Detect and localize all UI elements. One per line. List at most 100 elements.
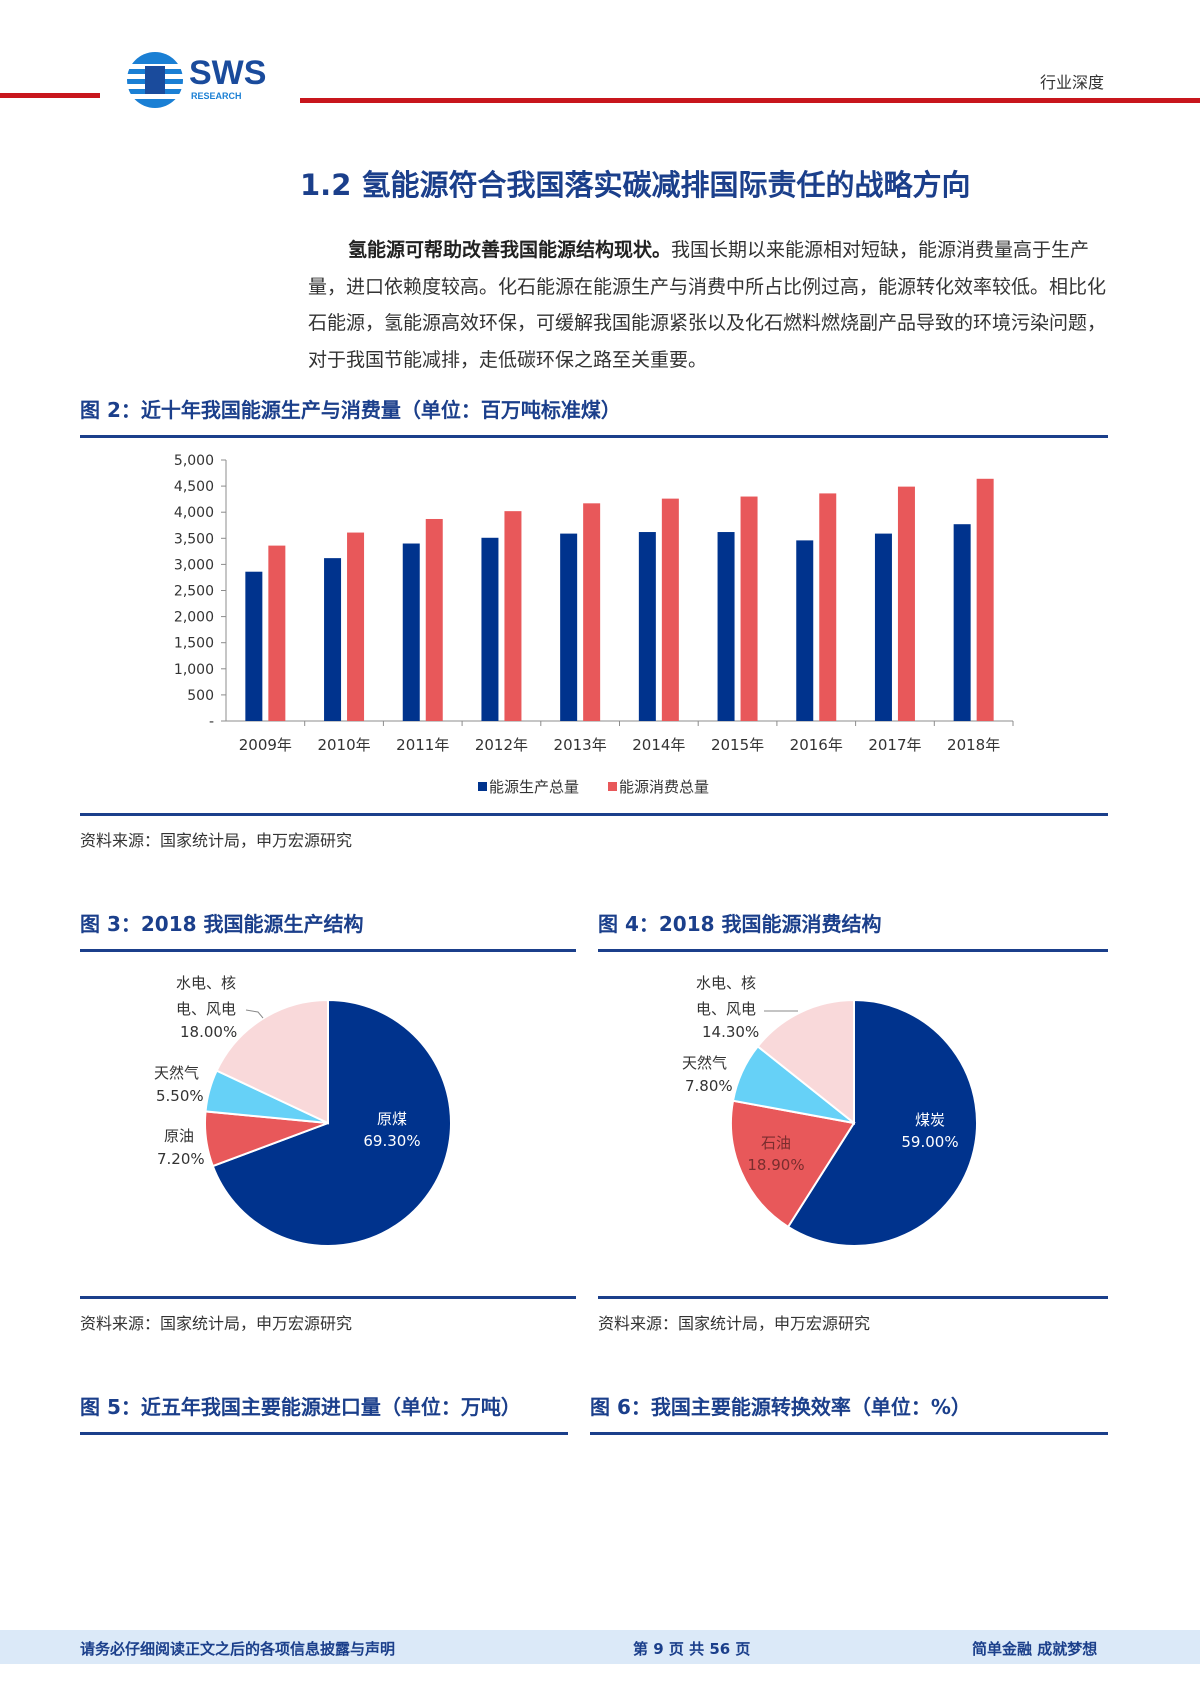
fig2-top-rule: [80, 435, 1108, 438]
fig6-top-rule: [590, 1432, 1108, 1435]
fig6-title: 图 6：我国主要能源转换效率（单位：%）: [590, 1395, 971, 1419]
y-tick-label: 3,000: [174, 557, 214, 573]
fig3-value-gas: 5.50%: [156, 1087, 204, 1105]
legend-swatch: [478, 782, 487, 791]
x-tick-label: 2017年: [868, 736, 921, 754]
fig4-value-coal: 59.00%: [901, 1133, 958, 1151]
logo-subtext: RESEARCH: [191, 91, 242, 101]
fig3-bottom-rule: [80, 1296, 576, 1299]
y-tick-label: 4,500: [174, 479, 214, 495]
header-rule-left: [0, 93, 100, 98]
bar: [953, 524, 971, 721]
footer-disclaimer: 请务必仔细阅读正文之后的各项信息披露与声明: [80, 1640, 396, 1658]
bar: [268, 545, 286, 721]
y-tick-label: 2,500: [174, 584, 214, 600]
fig4-label-hydro-line1: 水电、核: [696, 974, 756, 992]
paragraph-text: 我国长期以来能源相对短缺，能源消费量高于生产量，进口依赖度较高。化石能源在能源生…: [308, 239, 1107, 371]
x-tick-label: 2016年: [790, 736, 843, 754]
fig4-label-oil: 石油: [761, 1134, 791, 1152]
bar: [402, 543, 420, 721]
fig4-label-hydro-line2: 电、风电: [696, 1000, 756, 1018]
fig3-label-oil: 原油: [164, 1127, 194, 1145]
fig2-title: 图 2：近十年我国能源生产与消费量（单位：百万吨标准煤）: [80, 398, 621, 422]
footer-page-number: 第 9 页 共 56 页: [633, 1640, 751, 1658]
bar: [504, 511, 522, 721]
bar: [481, 537, 499, 721]
fig3-pie-slices: [204, 998, 452, 1247]
y-tick-label: -: [209, 714, 214, 730]
pie-slice: [756, 998, 855, 1126]
fig3-value-hydro: 18.00%: [180, 1023, 237, 1041]
header-rule-right: [300, 98, 1200, 103]
fig5-title: 图 5：近五年我国主要能源进口量（单位：万吨）: [80, 1395, 521, 1419]
logo-globe-icon: [127, 52, 183, 108]
y-tick-label: 3,500: [174, 531, 214, 547]
y-tick-label: 4,000: [174, 505, 214, 521]
fig4-value-gas: 7.80%: [685, 1077, 733, 1095]
fig4-pie-slices: [730, 998, 978, 1247]
bar: [425, 518, 443, 721]
legend-swatch: [608, 782, 617, 791]
x-tick-label: 2014年: [632, 736, 685, 754]
bar: [897, 486, 915, 721]
fig4-label-coal: 煤炭: [915, 1111, 945, 1129]
fig3-value-oil: 7.20%: [157, 1150, 205, 1168]
y-tick-label: 1,500: [174, 636, 214, 652]
fig5-top-rule: [80, 1432, 568, 1435]
footer-slogan: 简单金融 成就梦想: [972, 1640, 1098, 1658]
x-tick-label: 2011年: [396, 736, 449, 754]
fig3-label-coal: 原煤: [377, 1110, 407, 1128]
bar: [740, 496, 758, 721]
fig3-top-rule: [80, 949, 576, 952]
fig4-value-hydro: 14.30%: [702, 1023, 759, 1041]
fig3-title: 图 3：2018 我国能源生产结构: [80, 912, 364, 936]
pie-slice: [215, 998, 329, 1125]
bar: [638, 532, 656, 721]
bar: [819, 493, 837, 721]
x-tick-label: 2009年: [239, 736, 292, 754]
y-tick-label: 2,000: [174, 610, 214, 626]
legend-label: 能源消费总量: [619, 778, 709, 796]
fig4-value-oil: 18.90%: [747, 1156, 804, 1174]
bar: [583, 503, 601, 721]
fig3-label-hydro-line1: 水电、核: [176, 974, 236, 992]
x-tick-label: 2010年: [317, 736, 370, 754]
fig4-source: 资料来源：国家统计局，申万宏源研究: [598, 1314, 871, 1333]
paragraph-lead: 氢能源可帮助改善我国能源结构现状。: [348, 239, 672, 261]
bar: [874, 533, 892, 721]
body-paragraph: 氢能源可帮助改善我国能源结构现状。我国长期以来能源相对短缺，能源消费量高于生产量…: [308, 232, 1108, 378]
y-tick-label: 1,000: [174, 662, 214, 678]
fig3-label-gas: 天然气: [154, 1064, 199, 1082]
pie-slice: [211, 998, 452, 1247]
fig4-bottom-rule: [598, 1296, 1108, 1299]
page-footer: 请务必仔细阅读正文之后的各项信息披露与声明 第 9 页 共 56 页 简单金融 …: [0, 1630, 1200, 1664]
x-tick-label: 2018年: [947, 736, 1000, 754]
fig2-source: 资料来源：国家统计局，申万宏源研究: [80, 831, 353, 850]
company-logo: SWS RESEARCH: [125, 50, 295, 110]
bar: [245, 571, 263, 721]
fig3-value-coal: 69.30%: [363, 1132, 420, 1150]
bar: [976, 478, 994, 721]
y-tick-label: 500: [187, 688, 214, 704]
report-type: 行业深度: [1040, 73, 1105, 92]
fig2-bottom-rule: [80, 813, 1108, 816]
fig4-pie-chart: 水电、核 电、风电 14.30% 天然气 7.80% 石油 18.90% 煤炭 …: [682, 974, 978, 1247]
bar: [347, 532, 365, 721]
fig3-source: 资料来源：国家统计局，申万宏源研究: [80, 1314, 353, 1333]
x-tick-label: 2012年: [475, 736, 528, 754]
fig3-pie-chart: 水电、核 电、风电 18.00% 天然气 5.50% 原油 7.20% 原煤 6…: [154, 974, 452, 1247]
x-tick-label: 2013年: [554, 736, 607, 754]
bar: [717, 532, 735, 721]
legend-label: 能源生产总量: [489, 778, 579, 796]
fig2-bar-chart: - 500 1,000 1,500 2,000 2,500 3,000 3,500 4,000 4…: [174, 453, 1014, 796]
section-title: 1.2 氢能源符合我国落实碳减排国际责任的战略方向: [300, 168, 971, 202]
fig4-label-gas: 天然气: [682, 1054, 727, 1072]
bar: [661, 498, 679, 721]
pie-slice: [786, 998, 978, 1247]
bar: [324, 558, 342, 721]
x-tick-label: 2015年: [711, 736, 764, 754]
y-tick-label: 5,000: [174, 453, 214, 469]
pie-slice: [730, 1099, 856, 1229]
fig3-leader-hydro: [245, 1009, 264, 1019]
bar: [560, 533, 578, 721]
